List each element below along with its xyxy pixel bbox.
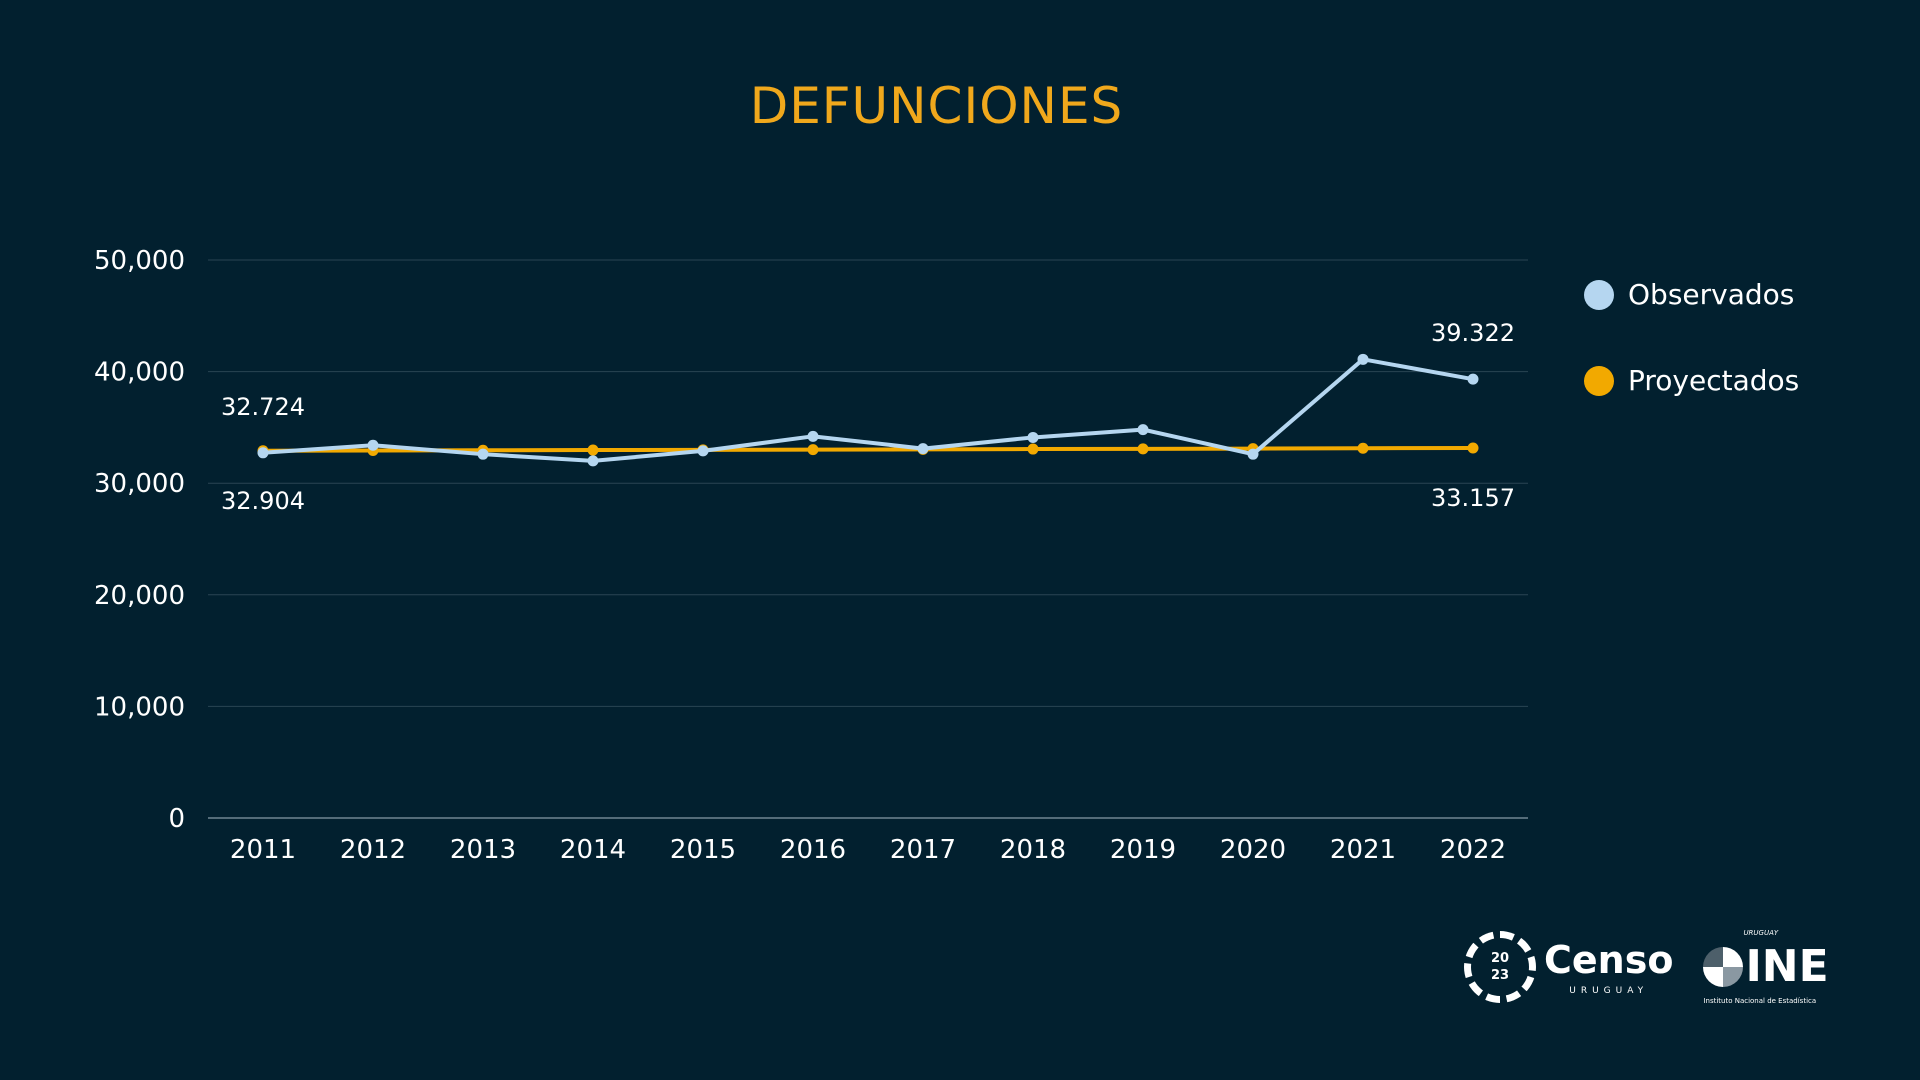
censo-year-bottom: 23 (1490, 968, 1510, 983)
x-tick-label: 2012 (340, 835, 406, 865)
ine-logo: URUGUAY INE Instituto Nacional de Estadí… (1703, 928, 1829, 1006)
legend-item-observados: Observados (1584, 278, 1794, 312)
data-point-observados (807, 430, 819, 442)
data-point-observados (1357, 353, 1369, 365)
footer-logos: 20 23 Censo URUGUAY URUGUAY INE Institut… (1464, 928, 1829, 1006)
data-point-proyectados (807, 444, 819, 456)
data-point-observados (257, 447, 269, 459)
y-tick-label: 30,000 (94, 469, 185, 499)
censo-country: URUGUAY (1569, 986, 1649, 996)
data-point-observados (1247, 448, 1259, 460)
series-line-proyectados (262, 445, 1474, 453)
data-point-proyectados (1027, 443, 1039, 455)
data-point-observados (587, 455, 599, 467)
x-tick-label: 2014 (560, 835, 626, 865)
legend-marker-proyectados (1584, 366, 1614, 396)
series-line-observados (262, 357, 1474, 463)
data-label: 32.904 (221, 487, 305, 515)
censo-year-top: 20 (1490, 951, 1510, 966)
y-tick-label: 0 (168, 804, 185, 834)
x-tick-label: 2022 (1440, 835, 1506, 865)
data-point-observados (917, 443, 929, 455)
x-tick-label: 2019 (1110, 835, 1176, 865)
legend-label: Proyectados (1628, 364, 1800, 397)
x-tick-label: 2015 (670, 835, 736, 865)
legend-label: Observados (1628, 278, 1795, 311)
data-point-observados (1027, 431, 1039, 443)
legend-marker-observados (1584, 280, 1614, 310)
y-tick-label: 50,000 (94, 246, 185, 276)
ine-emblem-icon (1703, 947, 1744, 987)
data-label: 33.157 (1431, 484, 1515, 512)
x-tick-label: 2021 (1330, 835, 1396, 865)
x-tick-label: 2017 (890, 835, 956, 865)
data-point-observados (1137, 424, 1149, 436)
data-point-observados (367, 439, 379, 451)
x-tick-label: 2020 (1220, 835, 1286, 865)
x-tick-label: 2018 (1000, 835, 1066, 865)
legend-item-proyectados: Proyectados (1584, 364, 1799, 398)
y-tick-label: 40,000 (94, 358, 185, 388)
y-tick-label: 10,000 (94, 692, 185, 722)
data-point-proyectados (1137, 443, 1149, 455)
ine-country: URUGUAY (1743, 929, 1779, 937)
censo-ring-icon: 20 23 (1464, 931, 1536, 1003)
censo-logo: 20 23 Censo URUGUAY (1464, 931, 1673, 1003)
y-tick-label: 20,000 (94, 581, 185, 611)
data-label: 39.322 (1431, 319, 1515, 347)
data-point-proyectados (1357, 442, 1369, 454)
chart-title: DEFUNCIONES (749, 77, 1124, 135)
ine-name: INE (1745, 941, 1829, 992)
x-tick-label: 2011 (230, 835, 296, 865)
data-point-observados (477, 448, 489, 460)
data-point-observados (1467, 373, 1479, 385)
data-point-observados (697, 445, 709, 457)
data-label: 32.724 (221, 393, 305, 421)
data-point-proyectados (587, 444, 599, 456)
x-tick-label: 2013 (450, 835, 516, 865)
censo-name: Censo (1544, 938, 1674, 982)
ine-full-name: Instituto Nacional de Estadística (1703, 997, 1817, 1005)
x-tick-label: 2016 (780, 835, 846, 865)
data-point-proyectados (1467, 442, 1479, 454)
